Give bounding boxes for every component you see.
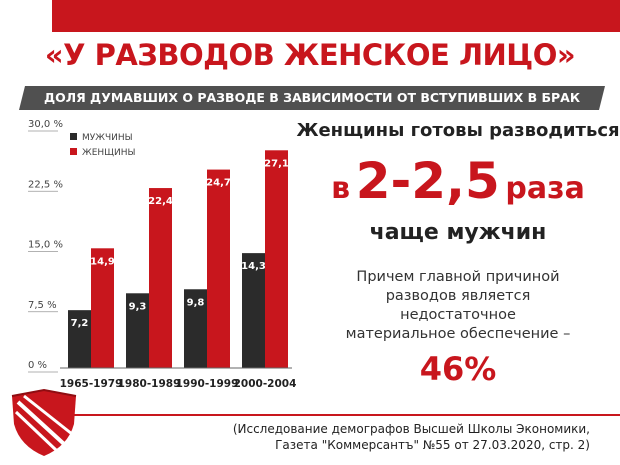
legend-entry: МУЖЧИНЫ — [82, 133, 133, 143]
bar — [126, 293, 149, 368]
reason-line: недостаточное — [400, 307, 516, 323]
source-line: Газета "Коммерсантъ" №55 от 27.03.2020, … — [275, 438, 590, 452]
bar-value-label: 27,1 — [264, 158, 289, 169]
bar-value-label: 22,4 — [148, 196, 173, 207]
source-note: (Исследование демографов Высшей Школы Эк… — [200, 421, 590, 453]
bar-value-label: 14,3 — [241, 261, 266, 272]
legend-swatch — [70, 148, 77, 155]
highlight-prefix: в — [331, 171, 351, 206]
x-tick-label: 1965-1979 — [60, 378, 123, 390]
highlight-suffix: раза — [505, 171, 585, 206]
bottom-divider — [72, 414, 620, 416]
shield-logo-icon — [11, 388, 77, 456]
bar — [242, 253, 265, 368]
x-tick-label: 1980-1989 — [118, 378, 181, 390]
highlight-line3: чаще мужчин — [369, 220, 547, 245]
chart-subtitle: ДОЛЯ ДУМАВШИХ О РАЗВОДЕ В ЗАВИСИМОСТИ ОТ… — [43, 90, 581, 105]
highlight-line1: Женщины готовы разводиться — [296, 120, 620, 141]
y-tick-label: 30,0 % — [28, 119, 63, 130]
reason-percent: 46% — [419, 350, 497, 388]
bar-value-label: 7,2 — [71, 318, 89, 329]
bar — [91, 248, 114, 368]
y-tick-label: 0 % — [28, 360, 47, 371]
source-line: (Исследование демографов Высшей Школы Эк… — [232, 422, 590, 436]
bar — [207, 169, 230, 368]
legend-swatch — [70, 133, 77, 140]
y-tick-label: 22,5 % — [28, 179, 63, 190]
x-tick-label: 1990-1999 — [176, 378, 239, 390]
bar-value-label: 9,3 — [129, 301, 147, 312]
bar-value-label: 9,8 — [187, 297, 205, 308]
y-tick-label: 7,5 % — [28, 300, 57, 311]
bar-value-label: 14,9 — [90, 256, 115, 267]
top-accent-bar — [52, 0, 620, 32]
bar-chart: 0 % 7,5 % 15,0 % 22,5 % 30,0 % МУЖЧИНЫ ЖЕНЩИНЫ… — [28, 119, 296, 390]
bar — [265, 150, 288, 368]
reason-line: материальное обеспечение – — [345, 326, 571, 342]
x-tick-label: 2000-2004 — [234, 378, 296, 390]
y-tick-label: 15,0 % — [28, 240, 63, 251]
highlight-number: 2-2,5 — [355, 152, 500, 210]
bar-value-label: 24,7 — [206, 178, 231, 189]
page-title: «У РАЗВОДОВ ЖЕНСКОЕ ЛИЦО» — [44, 38, 576, 72]
reason-line: Причем главной причиной — [356, 269, 560, 285]
legend-entry: ЖЕНЩИНЫ — [82, 148, 135, 158]
bar — [68, 310, 91, 368]
reason-paragraph: Причем главной причиной разводов являетс… — [296, 268, 620, 344]
bar — [149, 188, 172, 368]
highlight-ratio: в 2-2,5 раза — [296, 152, 620, 210]
bar — [184, 289, 207, 368]
reason-line: разводов является — [385, 288, 531, 304]
